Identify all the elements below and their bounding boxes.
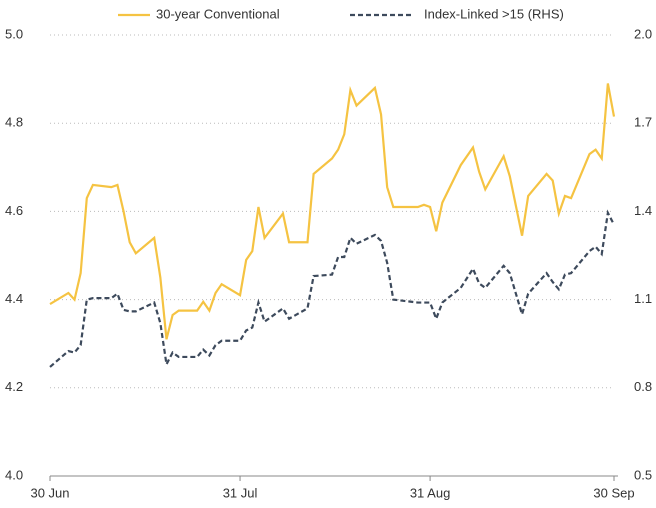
y2-tick-label: 2.0 — [634, 26, 652, 41]
y2-tick-label: 0.8 — [634, 379, 652, 394]
series-line — [49, 83, 616, 340]
y-tick-label: 4.8 — [5, 115, 23, 130]
x-tick-label: 30 Jun — [30, 485, 69, 500]
legend-label: Index-Linked >15 (RHS) — [424, 6, 564, 21]
y2-tick-label: 1.7 — [634, 115, 652, 130]
y-tick-label: 4.6 — [5, 203, 23, 218]
y-tick-label: 4.2 — [5, 379, 23, 394]
y2-tick-label: 1.1 — [634, 291, 652, 306]
y-tick-label: 4.4 — [5, 291, 23, 306]
x-tick-label: 30 Sep — [593, 485, 634, 500]
y-tick-label: 5.0 — [5, 26, 23, 41]
series-line — [49, 209, 615, 368]
y2-tick-label: 0.5 — [634, 467, 652, 482]
y2-tick-label: 1.4 — [634, 203, 652, 218]
y-tick-label: 4.0 — [5, 467, 23, 482]
x-tick-label: 31 Jul — [223, 485, 258, 500]
legend-label: 30-year Conventional — [156, 6, 280, 21]
x-tick-label: 31 Aug — [410, 485, 451, 500]
